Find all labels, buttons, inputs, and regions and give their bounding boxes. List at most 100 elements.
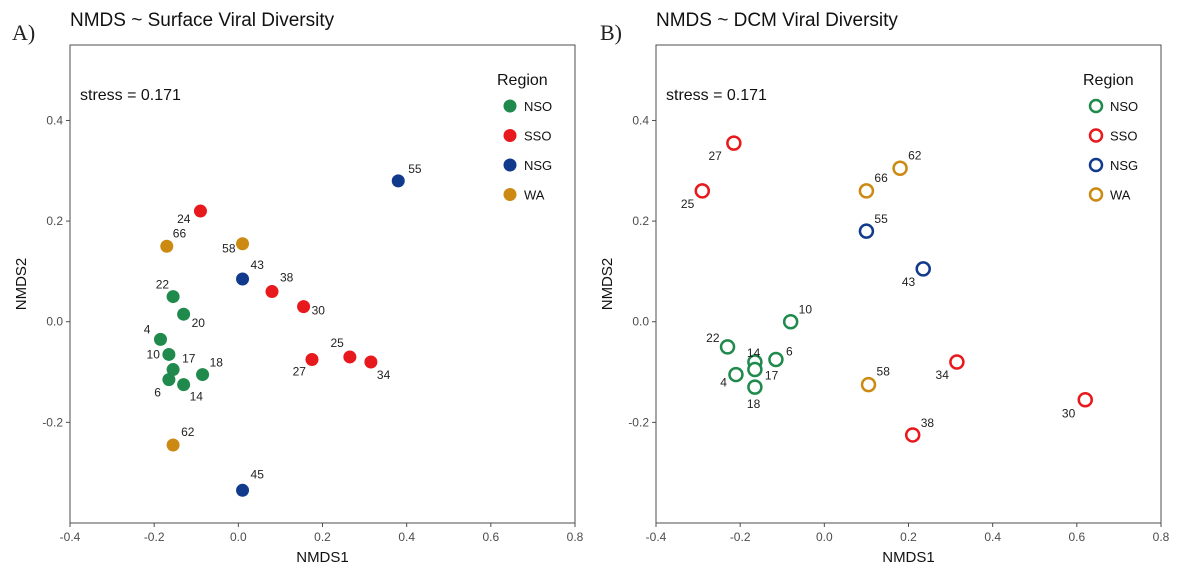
point-22 [721, 340, 734, 353]
point-label-20: 20 [192, 316, 206, 330]
point-34 [950, 355, 963, 368]
legend-label-nso: NSO [1110, 99, 1138, 114]
x-tick-label: -0.2 [730, 530, 751, 544]
point-label-14: 14 [190, 390, 204, 404]
point-55 [860, 225, 873, 238]
legend-marker-nsg [504, 159, 517, 172]
legend-marker-wa [1090, 189, 1102, 201]
x-tick-label: -0.2 [144, 530, 165, 544]
y-axis-label: NMDS2 [13, 258, 30, 311]
stress-annotation: stress = 0.171 [666, 87, 767, 104]
point-label-10: 10 [147, 347, 161, 361]
point-label-18: 18 [747, 397, 761, 411]
point-22 [167, 290, 180, 303]
point-label-55: 55 [874, 212, 888, 226]
point-17 [748, 363, 761, 376]
panel-a-frame [70, 45, 575, 523]
legend-label-sso: SSO [1110, 129, 1137, 144]
y-tick-label: 0.0 [632, 315, 649, 329]
point-18 [196, 368, 209, 381]
x-tick-label: 0.0 [230, 530, 247, 544]
legend-marker-wa [504, 188, 517, 201]
legend-title: Region [497, 72, 548, 89]
point-label-58: 58 [877, 365, 891, 379]
legend-marker-sso [1090, 130, 1102, 142]
point-label-58: 58 [222, 242, 236, 256]
x-tick-label: 0.2 [314, 530, 331, 544]
legend-label-nso: NSO [524, 99, 552, 114]
point-label-17: 17 [182, 352, 196, 366]
point-label-6: 6 [786, 344, 793, 358]
point-38 [266, 285, 279, 298]
point-27 [727, 137, 740, 150]
x-tick-label: 0.4 [398, 530, 415, 544]
point-27 [305, 353, 318, 366]
x-axis-label: NMDS1 [296, 549, 349, 566]
point-label-30: 30 [1062, 407, 1076, 421]
legend-label-nsg: NSG [1110, 158, 1138, 173]
x-tick-label: 0.8 [567, 530, 584, 544]
point-58 [862, 378, 875, 391]
point-43 [917, 262, 930, 275]
legend-label-sso: SSO [524, 129, 551, 144]
point-45 [236, 484, 249, 497]
point-6 [769, 353, 782, 366]
point-label-22: 22 [706, 331, 720, 345]
point-label-30: 30 [312, 304, 326, 318]
point-label-38: 38 [280, 271, 294, 285]
legend-title: Region [1083, 72, 1134, 89]
point-label-27: 27 [708, 149, 722, 163]
legend-marker-sso [504, 129, 517, 142]
point-label-55: 55 [408, 162, 422, 176]
x-tick-label: 0.6 [482, 530, 499, 544]
x-tick-label: -0.4 [646, 530, 667, 544]
point-43 [236, 272, 249, 285]
point-25 [696, 184, 709, 197]
legend-marker-nso [1090, 100, 1102, 112]
point-label-10: 10 [799, 303, 813, 317]
x-tick-label: 0.4 [984, 530, 1001, 544]
point-label-4: 4 [144, 322, 151, 336]
y-tick-label: 0.2 [46, 214, 63, 228]
y-tick-label: 0.4 [46, 113, 63, 127]
x-tick-label: 0.0 [816, 530, 833, 544]
x-tick-label: 0.2 [900, 530, 917, 544]
point-label-6: 6 [154, 386, 161, 400]
panel-b-title: NMDS ~ DCM Viral Diversity [656, 10, 898, 31]
panel-a-title: NMDS ~ Surface Viral Diversity [70, 10, 335, 31]
point-10 [784, 315, 797, 328]
point-label-4: 4 [720, 376, 727, 390]
point-label-22: 22 [156, 278, 170, 292]
point-label-66: 66 [874, 171, 888, 185]
point-14 [177, 378, 190, 391]
y-tick-label: 0.4 [632, 113, 649, 127]
point-66 [160, 240, 173, 253]
x-tick-label: 0.8 [1153, 530, 1170, 544]
legend-label-nsg: NSG [524, 158, 552, 173]
y-tick-label: -0.2 [42, 415, 63, 429]
point-30 [1079, 393, 1092, 406]
point-20 [177, 308, 190, 321]
point-62 [167, 439, 180, 452]
point-4 [729, 368, 742, 381]
point-18 [748, 381, 761, 394]
point-label-62: 62 [181, 425, 195, 439]
point-label-27: 27 [293, 364, 307, 378]
y-tick-label: 0.2 [632, 214, 649, 228]
point-label-66: 66 [173, 226, 187, 240]
y-axis-label: NMDS2 [599, 258, 616, 311]
point-66 [860, 184, 873, 197]
point-label-43: 43 [902, 275, 916, 289]
point-label-34: 34 [377, 368, 391, 382]
legend-marker-nso [504, 100, 517, 113]
point-4 [154, 333, 167, 346]
x-tick-label: -0.4 [60, 530, 81, 544]
legend-marker-nsg [1090, 159, 1102, 171]
point-label-18: 18 [210, 356, 224, 370]
point-label-62: 62 [908, 148, 922, 162]
point-10 [162, 348, 175, 361]
point-6 [162, 373, 175, 386]
point-58 [236, 237, 249, 250]
legend-label-wa: WA [524, 188, 545, 203]
